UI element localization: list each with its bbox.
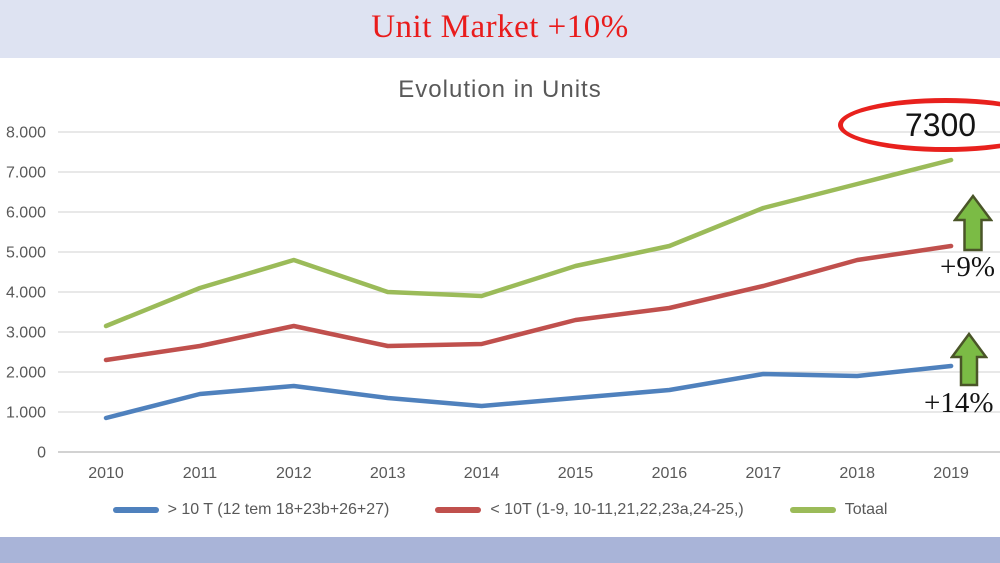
- legend-entry-green: Totaal: [789, 501, 888, 519]
- x-tick-label: 2015: [558, 465, 594, 482]
- legend-label-red: < 10T (1-9, 10-11,21,22,23a,24-25,): [490, 501, 744, 518]
- x-tick-label: 2012: [276, 465, 312, 482]
- x-tick-label: 2016: [652, 465, 688, 482]
- blue-series-growth-label: +14%: [924, 387, 994, 419]
- slide-title: Unit Market +10%: [371, 9, 629, 45]
- legend-entry-blue: > 10 T (12 tem 18+23b+26+27): [112, 501, 390, 519]
- series-line: [103, 243, 954, 363]
- legend-swatch-red: [435, 507, 482, 513]
- y-tick-label: 0: [37, 445, 46, 462]
- red-series-growth-label: +9%: [940, 251, 996, 283]
- x-tick-label: 2018: [839, 465, 875, 482]
- x-tick-label: 2017: [746, 465, 782, 482]
- y-tick-label: 7.000: [6, 165, 46, 182]
- x-tick-label: 2013: [370, 465, 406, 482]
- y-tick-label: 8.000: [6, 125, 46, 142]
- legend-swatch-green: [789, 507, 836, 513]
- chart-title: Evolution in Units: [398, 76, 602, 103]
- chart-legend: > 10 T (12 tem 18+23b+26+27) < 10T (1-9,…: [0, 501, 1000, 519]
- up-arrow-icon: [950, 332, 988, 387]
- slide-header: Unit Market +10%: [0, 0, 1000, 58]
- series-line: [103, 363, 954, 421]
- legend-entry-red: < 10T (1-9, 10-11,21,22,23a,24-25,): [435, 501, 744, 519]
- legend-swatch-blue: [112, 507, 159, 513]
- x-tick-label: 2014: [464, 465, 500, 482]
- circled-value-label: 7300: [904, 107, 977, 143]
- x-tick-label: 2010: [88, 465, 124, 482]
- y-tick-label: 2.000: [6, 365, 46, 382]
- y-tick-label: 3.000: [6, 325, 46, 342]
- y-tick-label: 6.000: [6, 205, 46, 222]
- up-arrow-icon: [953, 194, 993, 252]
- series-line: [103, 157, 954, 329]
- legend-label-green: Totaal: [844, 501, 888, 518]
- footer-bar: [0, 537, 1000, 563]
- x-tick-label: 2011: [183, 465, 218, 482]
- legend-label-blue: > 10 T (12 tem 18+23b+26+27): [167, 501, 390, 518]
- highlight-ellipse: [838, 98, 1000, 152]
- y-tick-label: 4.000: [6, 285, 46, 302]
- x-tick-label: 2019: [933, 465, 969, 482]
- y-tick-label: 5.000: [6, 245, 46, 262]
- y-tick-label: 1.000: [6, 405, 46, 422]
